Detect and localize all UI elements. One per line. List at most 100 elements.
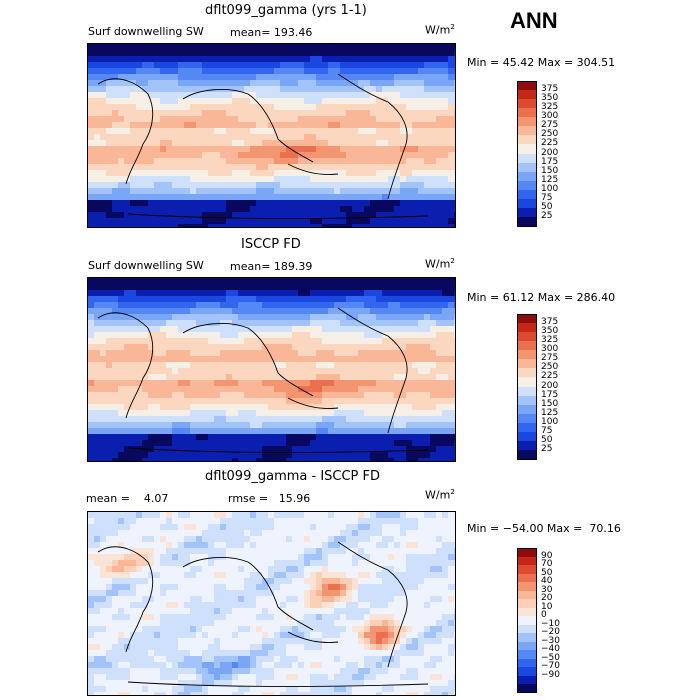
colorbar-segment xyxy=(517,422,537,433)
units-label: W/m2 xyxy=(425,23,455,37)
panel-title: dflt099_gamma (yrs 1-1) xyxy=(205,3,367,18)
map-cells xyxy=(88,512,455,695)
colorbar-tick-label: 70 xyxy=(541,559,553,570)
colorbar-segment xyxy=(517,81,537,91)
mean-label: mean= 189.39 xyxy=(230,260,313,273)
colorbar-tick-label: −70 xyxy=(541,661,560,672)
colorbar-tick-label: 50 xyxy=(541,201,553,212)
colorbar-segment xyxy=(517,658,537,668)
colorbar-segment xyxy=(517,404,537,415)
colorbar-segment xyxy=(517,198,537,209)
colorbar-tick-label: −10 xyxy=(541,618,560,629)
colorbar-segment xyxy=(517,162,537,173)
colorbar-tick-label: 250 xyxy=(541,129,559,140)
colorbar-tick-label: −40 xyxy=(541,644,560,655)
colorbar-tick-label: 200 xyxy=(541,147,559,158)
colorbar-tick-label: −20 xyxy=(541,627,560,638)
colorbar-segment xyxy=(517,607,537,617)
colorbar-tick-label: 100 xyxy=(541,183,559,194)
colorbar-segment xyxy=(517,189,537,200)
colorbar-segment xyxy=(517,135,537,145)
colorbar-segment xyxy=(517,99,537,109)
colorbar-tick-label: 75 xyxy=(541,192,553,203)
colorbar-segment xyxy=(517,582,537,592)
colorbar-segment xyxy=(517,126,537,136)
colorbar-segment xyxy=(517,216,537,227)
colorbar-tick-label: 375 xyxy=(541,84,559,95)
coastline xyxy=(287,397,339,409)
colorbar: 375 350 325 300 275 250 225 200 175 150 125 100 75 50… xyxy=(517,81,577,227)
map-field xyxy=(88,512,455,695)
colorbar-tick-label: 150 xyxy=(541,398,559,409)
colorbar-segment xyxy=(517,556,537,566)
rmse-label: rmse = 15.96 xyxy=(228,492,311,505)
colorbar-segment xyxy=(517,341,537,351)
colorbar-tick-label: 100 xyxy=(541,416,559,427)
mean-label: mean = 4.07 xyxy=(86,492,169,505)
season-label: ANN xyxy=(510,8,558,33)
colorbar-segment xyxy=(517,207,537,218)
colorbar-segment xyxy=(517,180,537,191)
colorbar-segment xyxy=(517,171,537,182)
colorbar-tick-label: −30 xyxy=(541,635,560,646)
coastline xyxy=(97,546,154,653)
colorbar-segment xyxy=(517,386,537,397)
variable-label: Surf downwelling SW xyxy=(88,259,204,272)
colorbar-segment xyxy=(517,117,537,127)
colorbar-segment xyxy=(517,323,537,333)
colorbar-segment xyxy=(517,590,537,600)
colorbar-tick-label: 90 xyxy=(541,550,553,561)
colorbar-segment xyxy=(517,359,537,369)
colorbar-tick-label: 150 xyxy=(541,165,559,176)
colorbar-tick-label: 20 xyxy=(541,593,553,604)
colorbar-tick-label: 10 xyxy=(541,601,553,612)
colorbar-segment xyxy=(517,108,537,118)
map-field xyxy=(88,278,455,461)
colorbar-tick-label: 225 xyxy=(541,371,559,382)
colorbar-tick-label: 25 xyxy=(541,443,553,454)
colorbar-segment xyxy=(517,144,537,154)
coastline xyxy=(182,89,314,163)
colorbar-tick-label: 25 xyxy=(541,210,553,221)
map-cells xyxy=(88,44,455,227)
coastline xyxy=(287,163,339,175)
colorbar-segment xyxy=(517,684,537,694)
colorbar-tick-label: 30 xyxy=(541,584,553,595)
colorbar-segment xyxy=(517,413,537,424)
colorbar-tick-label: 50 xyxy=(541,434,553,445)
map-field xyxy=(88,44,455,227)
coastline xyxy=(182,557,314,631)
colorbar-tick-label: 125 xyxy=(541,174,559,185)
coastline xyxy=(337,73,408,200)
coastline xyxy=(127,213,429,219)
map-cells xyxy=(88,278,455,461)
colorbar-segment xyxy=(517,377,537,387)
colorbar-tick-label: 50 xyxy=(541,567,553,578)
coastline xyxy=(337,541,408,668)
min-max-label: Min = 61.12 Max = 286.40 xyxy=(467,291,616,304)
colorbar-tick-label: 225 xyxy=(541,138,559,149)
colorbar-tick-label: −50 xyxy=(541,652,560,663)
colorbar-tick-label: 175 xyxy=(541,389,559,400)
colorbar-tick-label: −90 xyxy=(541,669,560,680)
colorbar-segment xyxy=(517,599,537,609)
colorbar-tick-label: 250 xyxy=(541,362,559,373)
units-label: W/m2 xyxy=(425,257,455,271)
colorbar: 375 350 325 300 275 250 225 200 175 150 125 100 75 50… xyxy=(517,314,577,460)
colorbar-tick-label: 375 xyxy=(541,317,559,328)
colorbar-segment xyxy=(517,650,537,660)
colorbar-tick-label: 300 xyxy=(541,111,559,122)
colorbar-segment xyxy=(517,675,537,685)
colorbar-segment xyxy=(517,624,537,634)
colorbar-tick-label: 350 xyxy=(541,93,559,104)
colorbar-tick-label: 200 xyxy=(541,380,559,391)
colorbar: 90 70 50 40 30 20 10 0 −10 −20 −30 −40 −50 −70 −90 xyxy=(517,548,577,694)
coastline xyxy=(97,78,154,185)
colorbar-segment xyxy=(517,633,537,643)
colorbar-segment xyxy=(517,667,537,677)
colorbar-segment xyxy=(517,368,537,378)
colorbar-tick-label: 175 xyxy=(541,156,559,167)
colorbar-segment xyxy=(517,573,537,583)
panel-title: ISCCP FD xyxy=(241,237,301,252)
global-map xyxy=(87,277,456,462)
